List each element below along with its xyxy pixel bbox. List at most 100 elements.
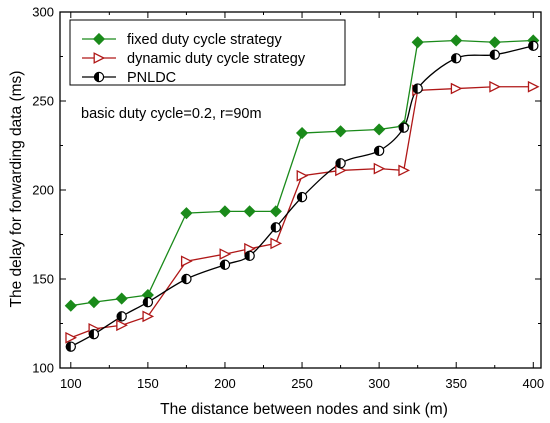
triangle-marker — [450, 82, 463, 95]
x-tick-label: 300 — [368, 376, 390, 391]
diamond-marker — [115, 292, 128, 305]
series-lines — [70, 39, 534, 348]
series-line-2 — [70, 86, 534, 339]
circle-half-fill — [271, 222, 276, 232]
chart-annotation: basic duty cycle=0.2, r=90m — [81, 106, 262, 122]
circle-half-fill — [245, 251, 250, 261]
data-point — [398, 164, 411, 177]
data-point — [411, 36, 424, 49]
series-line-3 — [70, 45, 534, 348]
data-point — [180, 207, 193, 220]
diamond-marker — [269, 205, 282, 218]
x-tick-label: 400 — [522, 376, 544, 391]
circle-half-fill — [89, 329, 94, 339]
data-point — [296, 169, 309, 182]
legend-marker — [92, 32, 106, 46]
circle-half-fill — [399, 123, 404, 133]
diamond-marker — [87, 296, 100, 309]
data-point — [270, 222, 282, 233]
data-point — [450, 34, 463, 47]
data-point — [88, 328, 100, 340]
y-tick-label: 200 — [32, 183, 54, 198]
diamond-marker — [295, 126, 309, 140]
triangle-marker — [270, 237, 283, 250]
triangle-marker — [296, 169, 309, 182]
circle-half-fill — [374, 146, 380, 156]
data-point — [295, 126, 309, 140]
data-point — [398, 122, 409, 133]
diamond-marker — [243, 205, 256, 218]
data-point — [116, 311, 127, 322]
y-tick-label: 250 — [32, 94, 54, 109]
circle-half-fill — [335, 158, 341, 168]
data-point — [527, 80, 540, 93]
data-point — [142, 296, 154, 308]
legend-label: fixed duty cycle strategy — [127, 32, 282, 48]
circle-half-fill — [143, 297, 148, 307]
data-point — [334, 125, 347, 138]
triangle-marker — [180, 255, 193, 268]
data-point — [451, 53, 462, 64]
data-point — [335, 158, 346, 169]
series-line-1 — [70, 39, 534, 307]
triangle-marker — [398, 164, 411, 177]
data-point — [65, 331, 78, 344]
x-tick-label: 200 — [214, 376, 236, 391]
data-point — [373, 162, 386, 175]
data-point — [296, 191, 308, 203]
x-tick-label: 350 — [445, 376, 467, 391]
diamond-marker — [488, 36, 501, 49]
data-point — [218, 205, 232, 218]
data-point — [269, 205, 282, 218]
circle-half-fill — [181, 274, 187, 284]
legend-marker — [93, 71, 105, 83]
circle-half-fill — [297, 192, 303, 202]
triangle-marker — [116, 319, 128, 332]
diamond-marker — [180, 207, 193, 220]
data-point — [489, 80, 502, 93]
triangle-marker — [373, 162, 386, 175]
legend-label: dynamic duty cycle strategy — [127, 51, 306, 67]
triangle-marker — [93, 52, 106, 64]
diamond-marker — [334, 125, 347, 138]
diamond-marker — [450, 34, 463, 47]
y-axis-title: The delay for forwarding data (ms) — [8, 71, 25, 308]
legend-box — [69, 19, 346, 86]
x-tick-label: 250 — [291, 376, 313, 391]
data-point — [373, 145, 385, 157]
data-point — [450, 82, 463, 95]
diamond-marker — [373, 123, 386, 136]
diamond-marker — [92, 32, 106, 46]
circle-half-fill — [413, 83, 418, 94]
circle-half-fill — [94, 72, 99, 82]
data-point — [244, 250, 255, 262]
data-point — [243, 205, 256, 218]
data-point — [219, 259, 231, 270]
triangle-marker — [489, 80, 502, 93]
circle-half-fill — [220, 260, 225, 270]
triangle-marker — [65, 331, 78, 344]
legend-label: PNLDC — [127, 70, 176, 86]
circle-half-fill — [490, 50, 495, 60]
data-point — [412, 83, 423, 94]
legend-marker — [93, 52, 106, 64]
circle-half-fill — [451, 53, 457, 63]
x-tick-label: 100 — [60, 376, 82, 391]
diamond-marker — [218, 205, 232, 218]
data-point — [489, 49, 500, 60]
data-point — [373, 123, 386, 136]
circle-half-fill — [66, 342, 71, 352]
data-point — [142, 310, 155, 323]
axes: 100 150 200 250 300 350 400 100 150 200 250 300 — [32, 5, 544, 392]
data-point — [181, 273, 192, 285]
data-point — [270, 237, 283, 250]
triangle-marker — [142, 310, 155, 323]
circle-half-fill — [117, 311, 122, 321]
series-markers — [64, 34, 540, 352]
data-point — [180, 255, 193, 268]
data-point — [219, 248, 232, 260]
data-point — [488, 36, 501, 49]
y-tick-label: 300 — [32, 5, 54, 20]
triangle-marker — [219, 248, 232, 260]
